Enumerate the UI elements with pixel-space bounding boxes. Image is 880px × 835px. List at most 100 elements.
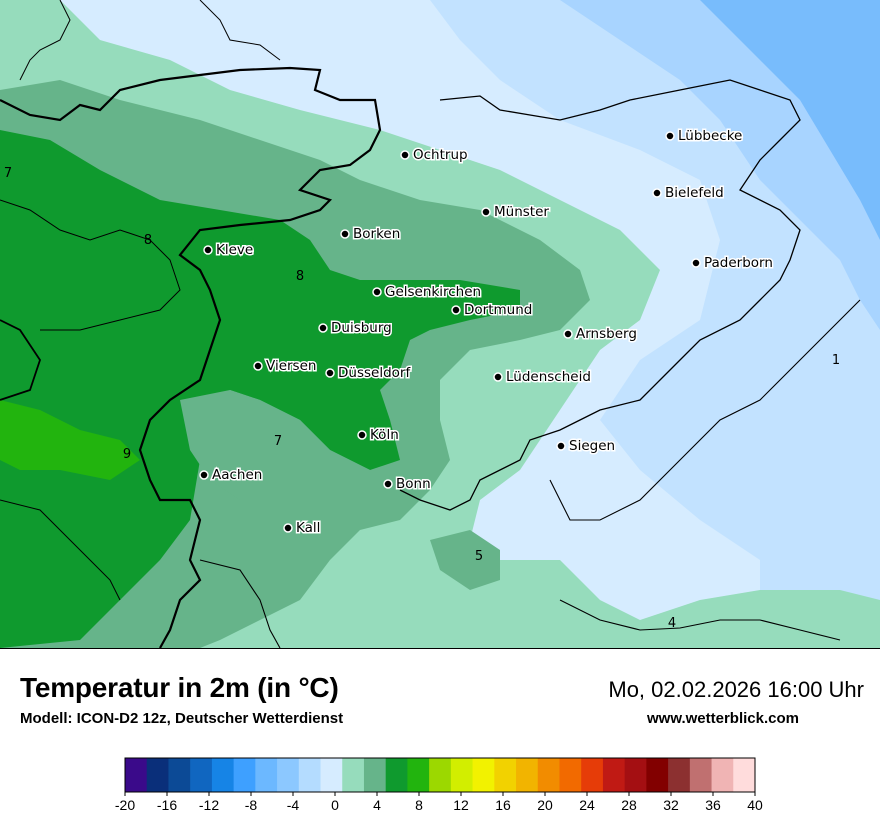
city-viersen: Viersen <box>253 357 318 376</box>
city-label: Ochtrup <box>413 147 468 163</box>
legend-swatch <box>168 758 191 792</box>
city-lüdenscheid: Lüdenscheid <box>493 368 592 387</box>
color-legend: -20 -16 -12 -8 -4 0 4 8 12 16 20 24 28 32 36 40 <box>0 750 880 830</box>
city-gelsenkirchen: Gelsenkirchen <box>372 283 483 302</box>
city-marker <box>691 258 701 268</box>
legend-swatch <box>668 758 691 792</box>
legend-swatch <box>211 758 235 792</box>
city-duisburg: Duisburg <box>318 319 393 338</box>
legend-tick-label: 12 <box>453 797 469 813</box>
city-label: Düsseldorf <box>338 365 411 381</box>
city-label: Bielefeld <box>665 185 724 201</box>
legend-swatch <box>277 758 300 792</box>
legend-swatch <box>298 758 322 792</box>
city-paderborn: Paderborn <box>691 254 774 273</box>
city-marker <box>400 150 410 160</box>
legend-tick-label: 0 <box>331 797 339 813</box>
legend-tick-label: -12 <box>199 797 219 813</box>
city-label: Lübbecke <box>678 128 742 144</box>
city-label: Paderborn <box>704 255 773 271</box>
city-marker <box>283 523 293 533</box>
isoline-label: 1 <box>832 353 840 368</box>
legend-swatch <box>689 758 713 792</box>
city-aachen: Aachen <box>199 466 264 485</box>
city-kall: Kall <box>283 519 322 538</box>
city-münster: Münster <box>481 203 551 222</box>
city-marker <box>253 361 263 371</box>
isoline-label: 9 <box>123 447 131 462</box>
legend-swatch <box>450 758 474 792</box>
legend-tick-label: -16 <box>157 797 177 813</box>
city-marker <box>451 305 461 315</box>
city-label: Siegen <box>569 438 615 454</box>
legend-swatch <box>494 758 517 792</box>
legend-swatch <box>733 758 756 792</box>
city-marker <box>481 207 491 217</box>
legend-swatch <box>146 758 169 792</box>
legend-tick-label: 40 <box>747 797 763 813</box>
map-title: Temperatur in 2m (in °C) <box>20 672 339 703</box>
legend-tick-label: -4 <box>287 797 300 813</box>
legend-swatch <box>602 758 626 792</box>
city-marker <box>340 229 350 239</box>
city-bielefeld: Bielefeld <box>652 184 725 203</box>
city-label: Aachen <box>212 467 262 483</box>
city-label: Dortmund <box>464 302 532 318</box>
city-label: Kall <box>296 520 320 536</box>
city-siegen: Siegen <box>556 437 617 456</box>
isoline-label: 5 <box>475 549 483 564</box>
city-label: Köln <box>370 427 399 443</box>
city-label: Kleve <box>216 242 253 258</box>
legend-swatch <box>407 758 430 792</box>
legend-swatch <box>320 758 343 792</box>
legend-tick-label: 16 <box>495 797 511 813</box>
legend-swatch <box>646 758 669 792</box>
city-label: Lüdenscheid <box>506 369 591 385</box>
legend-swatch <box>472 758 495 792</box>
legend-tick-label: 24 <box>579 797 595 813</box>
city-bonn: Bonn <box>383 475 432 494</box>
legend-swatch <box>559 758 582 792</box>
city-marker <box>563 329 573 339</box>
city-marker <box>383 479 393 489</box>
legend-swatch <box>385 758 408 792</box>
city-kleve: Kleve <box>203 241 255 260</box>
city-marker <box>357 430 367 440</box>
isoline-label: 8 <box>296 269 304 284</box>
legend-swatch <box>342 758 365 792</box>
city-dortmund: Dortmund <box>451 301 534 320</box>
city-marker <box>203 245 213 255</box>
city-borken: Borken <box>340 225 402 244</box>
city-marker <box>199 470 209 480</box>
isoline-label: 8 <box>144 233 152 248</box>
legend-swatch <box>581 758 604 792</box>
city-label: Arnsberg <box>576 326 637 342</box>
legend-swatch <box>516 758 539 792</box>
legend-tick-label: 4 <box>373 797 381 813</box>
legend-frame <box>124 757 756 793</box>
legend-tick-label: -8 <box>245 797 258 813</box>
city-label: Bonn <box>396 476 431 492</box>
legend-tick-label: 8 <box>415 797 423 813</box>
city-label: Münster <box>494 204 549 220</box>
city-marker <box>325 368 335 378</box>
city-label: Duisburg <box>331 320 392 336</box>
legend-swatch <box>190 758 213 792</box>
city-label: Viersen <box>266 358 316 374</box>
legend-swatch <box>363 758 387 792</box>
legend-swatch <box>233 758 256 792</box>
legend-swatch <box>125 758 148 792</box>
forecast-datetime: Mo, 02.02.2026 16:00 Uhr <box>608 677 864 702</box>
legend-tick-label: -20 <box>115 797 135 813</box>
legend-tick-label: 28 <box>621 797 637 813</box>
city-marker <box>556 441 566 451</box>
website-link[interactable]: www.wetterblick.com <box>647 710 799 727</box>
city-marker <box>652 188 662 198</box>
city-marker <box>318 323 328 333</box>
legend-tick-label: 36 <box>705 797 721 813</box>
temperature-map: Lübbecke Ochtrup Bielefeld Münster Borken Kle… <box>0 0 880 649</box>
city-marker <box>372 287 382 297</box>
city-marker <box>665 131 675 141</box>
legend-tick-label: 20 <box>537 797 553 813</box>
city-ochtrup: Ochtrup <box>400 146 469 165</box>
